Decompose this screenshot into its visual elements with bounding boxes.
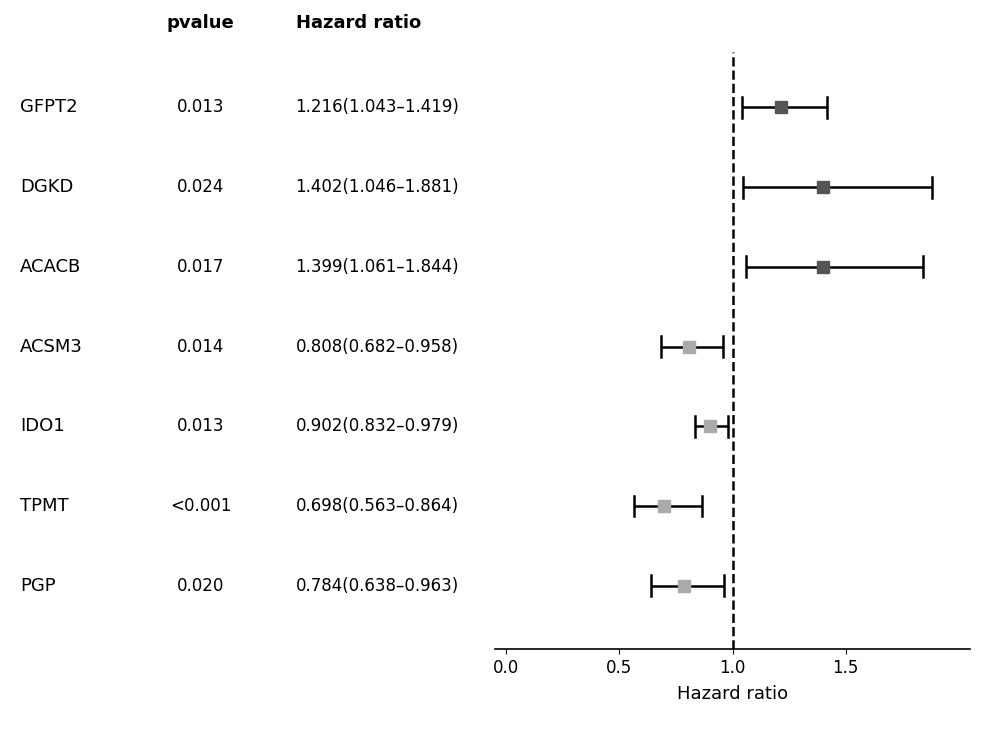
Text: DGKD: DGKD (20, 178, 73, 196)
Text: 0.013: 0.013 (177, 98, 224, 117)
Text: 1.216(1.043–1.419): 1.216(1.043–1.419) (296, 98, 459, 117)
Text: 1.402(1.046–1.881): 1.402(1.046–1.881) (296, 178, 459, 196)
Text: 0.020: 0.020 (177, 576, 224, 595)
Text: TPMT: TPMT (20, 497, 69, 515)
Text: 0.013: 0.013 (177, 417, 224, 435)
Text: 0.784(0.638–0.963): 0.784(0.638–0.963) (296, 576, 459, 595)
Text: ACSM3: ACSM3 (20, 337, 83, 356)
Text: <0.001: <0.001 (170, 497, 231, 515)
X-axis label: Hazard ratio: Hazard ratio (677, 686, 788, 703)
Text: ACACB: ACACB (20, 258, 81, 276)
Text: 0.024: 0.024 (177, 178, 224, 196)
Text: IDO1: IDO1 (20, 417, 65, 435)
Text: 1.399(1.061–1.844): 1.399(1.061–1.844) (296, 258, 459, 276)
Text: 0.698(0.563–0.864): 0.698(0.563–0.864) (296, 497, 459, 515)
Text: 0.014: 0.014 (177, 337, 224, 356)
Text: Hazard ratio: Hazard ratio (296, 14, 421, 32)
Text: PGP: PGP (20, 576, 56, 595)
Text: 0.017: 0.017 (177, 258, 224, 276)
Text: GFPT2: GFPT2 (20, 98, 78, 117)
Text: 0.902(0.832–0.979): 0.902(0.832–0.979) (296, 417, 459, 435)
Text: pvalue: pvalue (167, 14, 234, 32)
Text: 0.808(0.682–0.958): 0.808(0.682–0.958) (296, 337, 459, 356)
